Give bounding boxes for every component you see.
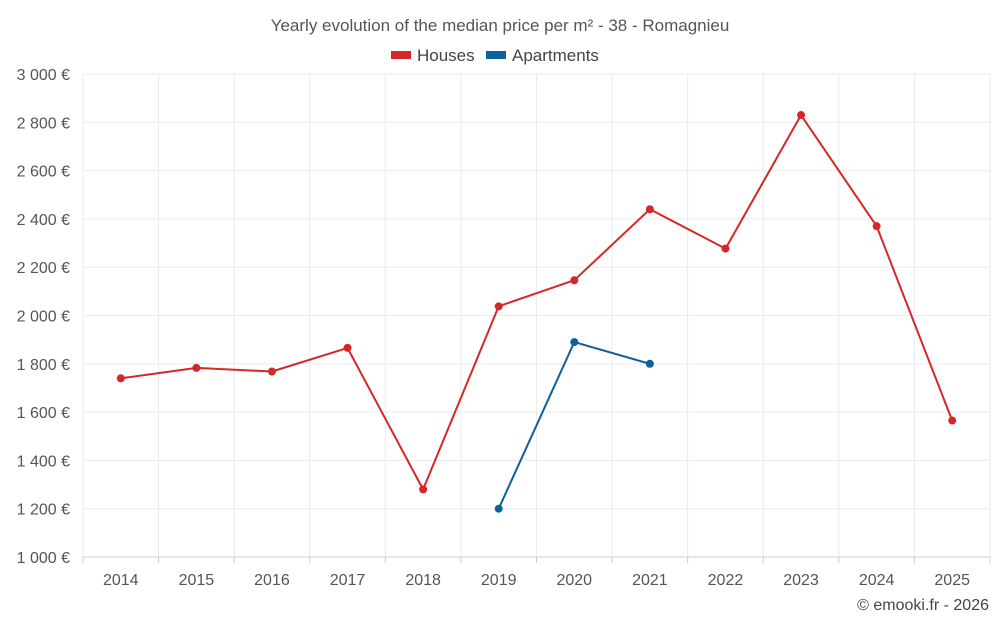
series-layer [116, 111, 957, 513]
data-point-houses [343, 343, 352, 352]
x-tick-label: 2019 [481, 572, 517, 589]
data-point-houses [267, 367, 276, 376]
y-tick-label: 1 600 € [17, 405, 70, 422]
data-point-apartments [494, 504, 503, 513]
legend: Houses Apartments [391, 46, 599, 65]
x-tick-label: 2018 [405, 572, 441, 589]
x-tick-label: 2014 [103, 572, 139, 589]
legend-swatch-houses [391, 51, 411, 59]
data-point-houses [116, 374, 125, 383]
axis-layer: 1 000 € 1 200 € 1 400 € 1 600 € 1 800 € 2 000… [17, 67, 991, 589]
legend-label-houses[interactable]: Houses [417, 46, 475, 65]
data-point-houses [645, 205, 654, 214]
credit-text: © emooki.fr - 2026 [857, 597, 989, 614]
series-houses [116, 111, 957, 494]
series-line-apartments [497, 341, 651, 510]
data-point-houses [721, 244, 730, 253]
y-tick-label: 1 200 € [17, 502, 70, 519]
chart-title: Yearly evolution of the median price per… [271, 16, 730, 35]
x-tick-label: 2016 [254, 572, 290, 589]
x-tick-label: 2015 [179, 572, 215, 589]
legend-label-apartments[interactable]: Apartments [512, 46, 599, 65]
y-tick-label: 2 000 € [17, 309, 70, 326]
legend-swatch-apartments [486, 51, 506, 59]
y-tick-label: 1 800 € [17, 357, 70, 374]
x-tick-label: 2017 [330, 572, 366, 589]
x-tick-label: 2024 [859, 572, 895, 589]
data-point-houses [419, 485, 428, 494]
data-point-houses [570, 276, 579, 285]
series-apartments [494, 338, 654, 513]
y-tick-label: 2 600 € [17, 164, 70, 181]
data-point-houses [494, 302, 503, 311]
x-tick-label: 2022 [708, 572, 744, 589]
series-line-houses [120, 114, 954, 491]
y-tick-label: 2 200 € [17, 260, 70, 277]
data-point-houses [797, 111, 806, 120]
y-tick-label: 3 000 € [17, 67, 70, 84]
x-tick-label: 2020 [556, 572, 592, 589]
x-tick-label: 2023 [783, 572, 819, 589]
y-tick-label: 2 400 € [17, 212, 70, 229]
grid-layer [82, 73, 991, 558]
data-point-apartments [645, 359, 654, 368]
y-tick-label: 1 000 € [17, 550, 70, 567]
data-point-apartments [570, 338, 579, 347]
data-point-houses [872, 222, 881, 231]
data-point-houses [948, 416, 957, 425]
x-tick-label: 2025 [934, 572, 970, 589]
x-tick-label: 2021 [632, 572, 668, 589]
y-tick-label: 2 800 € [17, 115, 70, 132]
y-tick-label: 1 400 € [17, 453, 70, 470]
data-point-houses [192, 363, 201, 372]
